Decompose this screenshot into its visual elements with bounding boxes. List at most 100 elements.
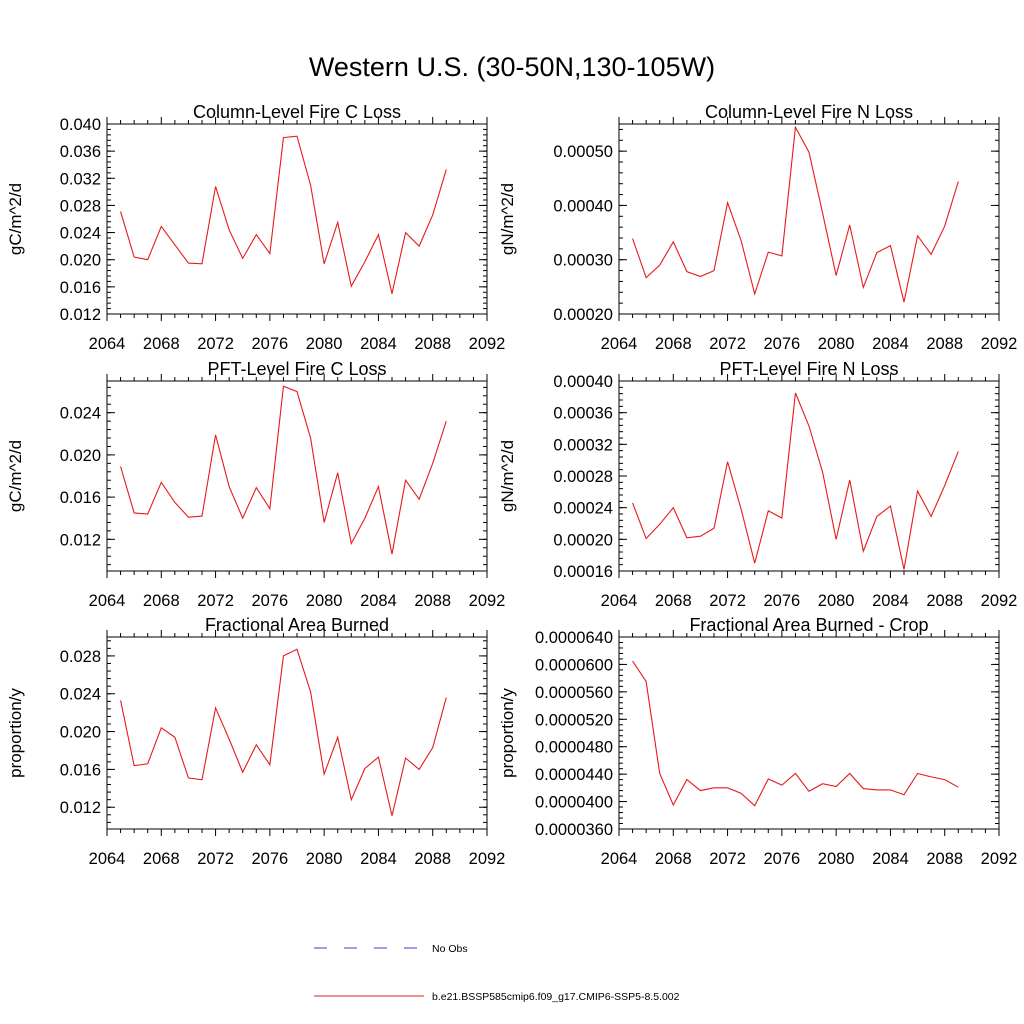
panels: Column-Level Fire C Loss 2064 2068 2072 2076… (6, 102, 1017, 868)
x-tick-label: 2072 (197, 592, 234, 610)
x-tick-label: 2080 (306, 592, 343, 610)
series-line (120, 385, 447, 555)
x-tick-label: 2084 (360, 592, 397, 610)
x-tick-label: 2068 (655, 592, 692, 610)
x-tick-label: 2080 (818, 335, 855, 353)
y-tick-label: 0.020 (60, 724, 101, 742)
x-tick-label: 2080 (818, 592, 855, 610)
plot-frame (106, 123, 488, 315)
legend-no-obs-label: No Obs (432, 943, 468, 955)
panel-title: Column-Level Fire C Loss (193, 102, 401, 122)
y-tick-label: 0.012 (60, 531, 101, 549)
x-tick-label: 2072 (709, 850, 746, 868)
plot-frame (106, 380, 488, 572)
x-tick-label: 2064 (601, 850, 638, 868)
y-tick-label: 0.0000440 (535, 766, 613, 784)
x-tick-label: 2092 (981, 850, 1018, 868)
x-tick-label: 2076 (763, 850, 800, 868)
panel-title: Fractional Area Burned - Crop (689, 615, 928, 635)
panel-6: Fractional Area Burned - Crop 2064 2068 207… (498, 615, 1017, 868)
x-tick-label: 2076 (763, 592, 800, 610)
y-tick-label: 0.036 (60, 143, 101, 161)
legend-model-label: b.e21.BSSP585cmip6.f09_g17.CMIP6-SSP5-8.… (432, 991, 680, 1003)
y-tick-label: 0.00020 (553, 306, 613, 324)
x-tick-label: 2088 (414, 850, 451, 868)
panel-title: PFT-Level Fire C Loss (207, 359, 386, 379)
x-tick-label: 2092 (469, 592, 506, 610)
y-tick-label: 0.00020 (553, 531, 613, 549)
y-tick-label: 0.040 (60, 116, 101, 134)
x-tick-label: 2068 (143, 592, 180, 610)
y-tick-label: 0.028 (60, 197, 101, 215)
y-axis-label: gC/m^2/d (6, 183, 25, 255)
series-line (632, 660, 959, 807)
x-tick-label: 2068 (655, 335, 692, 353)
x-tick-label: 2068 (143, 850, 180, 868)
y-tick-label: 0.00028 (553, 468, 613, 486)
x-tick-label: 2064 (89, 335, 126, 353)
x-tick-label: 2088 (926, 592, 963, 610)
y-tick-label: 0.020 (60, 252, 101, 270)
x-tick-label: 2072 (197, 850, 234, 868)
x-tick-label: 2064 (601, 335, 638, 353)
y-tick-label: 0.00040 (553, 197, 613, 215)
y-tick-label: 0.024 (60, 225, 101, 243)
x-tick-label: 2088 (926, 850, 963, 868)
y-tick-label: 0.016 (60, 761, 101, 779)
y-tick-label: 0.00024 (553, 500, 613, 518)
x-tick-label: 2064 (89, 850, 126, 868)
x-tick-label: 2092 (469, 850, 506, 868)
x-tick-label: 2076 (251, 592, 288, 610)
y-tick-label: 0.00016 (553, 563, 613, 581)
panel-title: Column-Level Fire N Loss (705, 102, 913, 122)
y-tick-label: 0.0000520 (535, 711, 613, 729)
plot-frame (106, 636, 488, 830)
panel-2: Column-Level Fire N Loss 2064 2068 2072 2076… (498, 102, 1017, 353)
y-tick-label: 0.028 (60, 648, 101, 666)
panel-4: PFT-Level Fire N Loss 2064 2068 2072 2076 208… (498, 359, 1017, 610)
y-tick-label: 0.0000640 (535, 629, 613, 647)
x-tick-label: 2076 (763, 335, 800, 353)
y-tick-label: 0.00036 (553, 405, 613, 423)
x-tick-label: 2084 (872, 850, 909, 868)
y-axis-label: proportion/y (498, 688, 517, 778)
y-tick-label: 0.016 (60, 279, 101, 297)
y-tick-label: 0.00032 (553, 436, 613, 454)
x-tick-label: 2092 (469, 335, 506, 353)
series-line (632, 392, 959, 570)
x-tick-label: 2076 (251, 335, 288, 353)
y-axis-label: proportion/y (6, 688, 25, 778)
x-tick-label: 2092 (981, 335, 1018, 353)
x-tick-label: 2068 (655, 850, 692, 868)
y-axis-label: gC/m^2/d (6, 440, 25, 512)
y-axis-label: gN/m^2/d (498, 440, 517, 512)
y-tick-label: 0.032 (60, 170, 101, 188)
x-tick-label: 2088 (414, 592, 451, 610)
y-tick-label: 0.0000400 (535, 794, 613, 812)
y-tick-label: 0.024 (60, 686, 101, 704)
x-tick-label: 2084 (360, 335, 397, 353)
panel-title: Fractional Area Burned (205, 615, 389, 635)
x-tick-label: 2084 (872, 592, 909, 610)
x-tick-label: 2084 (872, 335, 909, 353)
series-line (120, 135, 447, 294)
x-tick-label: 2080 (306, 335, 343, 353)
y-tick-label: 0.016 (60, 489, 101, 507)
figure-title: Western U.S. (30-50N,130-105W) (309, 52, 715, 82)
x-tick-label: 2072 (709, 335, 746, 353)
x-tick-label: 2072 (197, 335, 234, 353)
x-tick-label: 2080 (818, 850, 855, 868)
y-tick-label: 0.012 (60, 799, 101, 817)
x-tick-label: 2088 (414, 335, 451, 353)
series-line (120, 648, 447, 816)
x-tick-label: 2064 (601, 592, 638, 610)
legend: No Obs b.e21.BSSP585cmip6.f09_g17.CMIP6-… (314, 943, 680, 1003)
y-tick-label: 0.012 (60, 306, 101, 324)
y-tick-label: 0.00050 (553, 143, 613, 161)
series-line (632, 125, 959, 303)
x-tick-label: 2068 (143, 335, 180, 353)
panel-title: PFT-Level Fire N Loss (719, 359, 898, 379)
y-tick-label: 0.0000480 (535, 739, 613, 757)
x-tick-label: 2084 (360, 850, 397, 868)
